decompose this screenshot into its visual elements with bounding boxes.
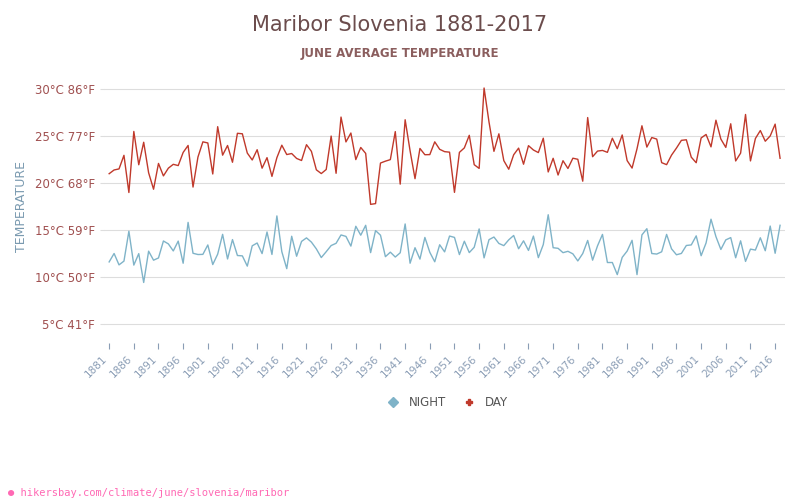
Legend: NIGHT, DAY: NIGHT, DAY (377, 391, 513, 413)
Y-axis label: TEMPERATURE: TEMPERATURE (15, 161, 28, 252)
Text: JUNE AVERAGE TEMPERATURE: JUNE AVERAGE TEMPERATURE (301, 48, 499, 60)
Text: Maribor Slovenia 1881-2017: Maribor Slovenia 1881-2017 (253, 15, 547, 35)
Text: ● hikersbay.com/climate/june/slovenia/maribor: ● hikersbay.com/climate/june/slovenia/ma… (8, 488, 290, 498)
